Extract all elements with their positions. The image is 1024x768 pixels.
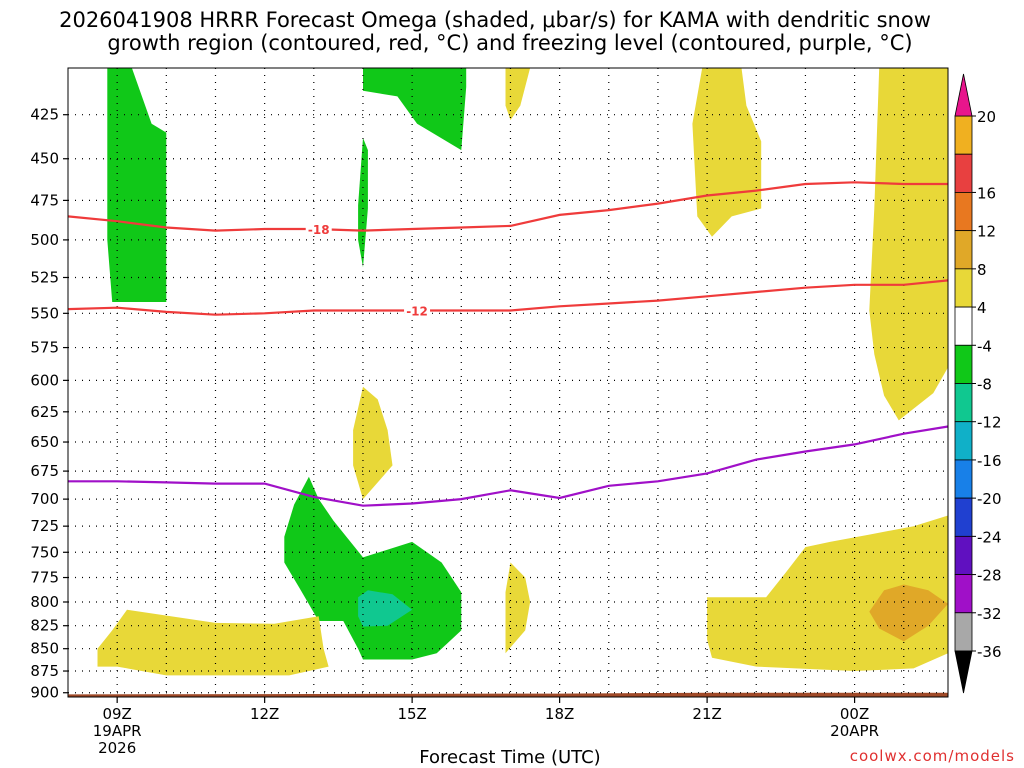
dendritic-line--12 (67, 279, 949, 316)
colorbar-label-16: 16 (977, 184, 996, 202)
y-tick-label-825: 825 (30, 617, 59, 635)
y-tick-label-850: 850 (30, 640, 59, 658)
y-tick-label-775: 775 (30, 569, 59, 587)
freezing-level-line2 (68, 425, 949, 507)
x-tick-label-12-0: 12Z (250, 705, 279, 723)
colorbar-segment-12 (954, 574, 973, 614)
y-tick-label-700: 700 (30, 490, 59, 508)
omega-region-8 (353, 386, 393, 500)
plot-frame (67, 67, 949, 698)
omega-region-3 (284, 476, 462, 660)
colorbar-label--36: -36 (977, 643, 1002, 661)
y-tick-label-725: 725 (30, 517, 59, 535)
omega-region-7 (505, 68, 531, 121)
colorbar-label-4: 4 (977, 299, 987, 317)
colorbar-segment-10 (954, 497, 973, 537)
y-tick-label-875: 875 (30, 662, 59, 680)
y-tick-label-450: 450 (30, 150, 59, 168)
credit-text: coolwx.com/models (850, 747, 1015, 765)
y-tick-label-525: 525 (30, 268, 59, 286)
colorbar-segment-9 (954, 459, 973, 499)
colorbar-segment-7 (954, 383, 973, 423)
colorbar-segment-11 (954, 535, 973, 575)
y-tick-label-750: 750 (30, 543, 59, 561)
contour-label-bg--12 (404, 302, 431, 318)
colorbar-segment-6 (954, 344, 973, 384)
omega-region-12 (869, 584, 948, 642)
y-tick-label-800: 800 (30, 593, 59, 611)
x-axis-label: Forecast Time (UTC) (419, 747, 600, 768)
colorbar-segment-1 (954, 153, 973, 193)
colorbar-bottom-arrow (954, 650, 973, 694)
axes: 425 450 475 500 525 550 575 600 625 650 675 700 725 7… (30, 67, 949, 757)
y-tick-label-475: 475 (30, 191, 59, 209)
dendritic-line--18 (67, 181, 948, 232)
ground-terrain (68, 692, 948, 697)
colorbar-segment-13 (954, 612, 973, 652)
x-tick-label-15-0: 15Z (397, 705, 426, 723)
contour-label-bg--18 (305, 221, 332, 237)
x-tick-label-24-1: 20APR (830, 722, 879, 740)
colorbar-label--24: -24 (977, 528, 1002, 546)
omega-shaded-regions (97, 68, 948, 676)
colorbar-top-arrow (954, 73, 973, 117)
y-tick-label-675: 675 (30, 462, 59, 480)
omega-region-6 (692, 68, 762, 237)
contour-label--18: -18 (308, 223, 330, 237)
chart-title-line-1: 2026041908 HRRR Forecast Omega (shaded, … (59, 8, 931, 32)
colorbar-label-12: 12 (977, 223, 996, 241)
x-tick-label-9-2: 2026 (98, 739, 136, 757)
omega-region-4 (358, 590, 413, 627)
colorbar-segment-4 (954, 268, 973, 308)
x-tick-label-9-1: 19APR (93, 722, 142, 740)
x-tick-label-9-0: 09Z (102, 705, 131, 723)
omega-region-9 (505, 562, 531, 654)
y-tick-label-650: 650 (30, 433, 59, 451)
x-tick-label-21-0: 21Z (692, 705, 721, 723)
colorbar-label--4: -4 (977, 337, 992, 355)
colorbar-label-8: 8 (977, 261, 987, 279)
omega-region-2 (363, 68, 467, 151)
omega-region-10 (97, 609, 329, 676)
ground-fill (68, 692, 948, 697)
contour-label--12: -12 (406, 305, 428, 319)
omega-region-0 (107, 68, 167, 302)
y-tick-label-625: 625 (30, 403, 59, 421)
y-tick-label-600: 600 (30, 371, 59, 389)
colorbar-label--16: -16 (977, 452, 1002, 470)
colorbar-segment-5 (954, 306, 973, 346)
colorbar-label--12: -12 (977, 414, 1002, 432)
colorbar-label--8: -8 (977, 376, 992, 394)
colorbar-label--32: -32 (977, 605, 1002, 623)
x-tick-label-24-0: 00Z (840, 705, 869, 723)
colorbar-segment-8 (954, 421, 973, 461)
y-tick-label-550: 550 (30, 304, 59, 322)
colorbar-label--28: -28 (977, 567, 1002, 585)
y-tick-label-500: 500 (30, 231, 59, 249)
colorbar-label--20: -20 (977, 490, 1002, 508)
colorbar-segment-2 (954, 192, 973, 232)
chart-title-line-2: growth region (contoured, red, °C) and f… (107, 31, 912, 55)
y-tick-label-900: 900 (30, 684, 59, 702)
contour-lines: -18 -12 (67, 181, 949, 507)
colorbar-segment-0 (954, 115, 973, 155)
x-tick-label-18-0: 18Z (545, 705, 574, 723)
colorbar: 20 16 12 8 4 -4 -8 -12 -16 -20 -24 -28 -32 -36 (954, 73, 1002, 694)
omega-region-5 (869, 68, 948, 421)
colorbar-label-20: 20 (977, 108, 996, 126)
y-tick-label-575: 575 (30, 339, 59, 357)
colorbar-segment-3 (954, 230, 973, 270)
y-tick-label-425: 425 (30, 106, 59, 124)
omega-region-1 (358, 137, 368, 268)
